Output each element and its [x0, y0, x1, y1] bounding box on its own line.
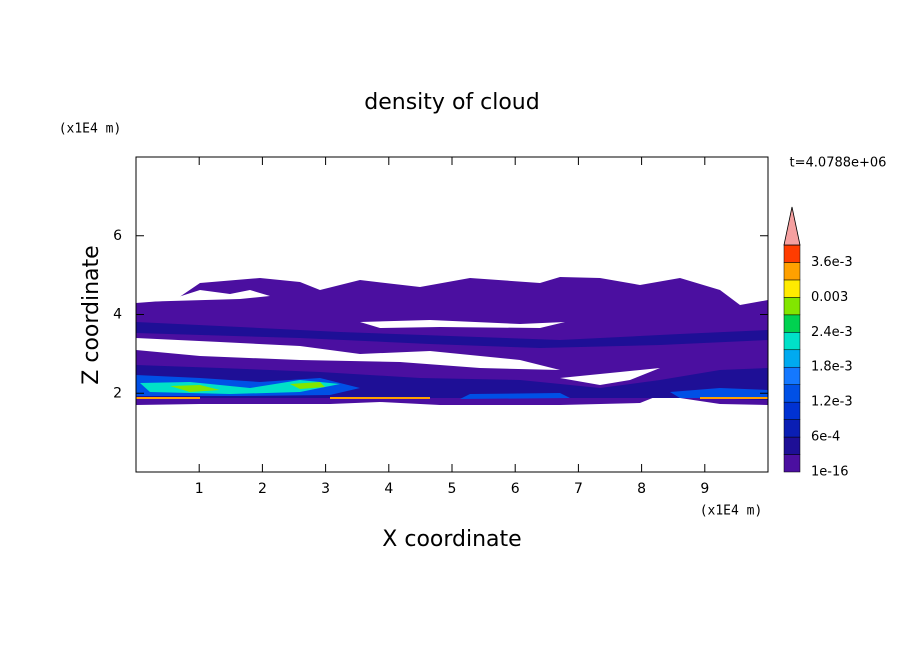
colorbar-tick-label: 1.2e-3 [811, 395, 853, 410]
colorbar-band [783, 314, 801, 333]
y-tick-label: 6 [113, 228, 122, 244]
x-tick-label: 5 [448, 481, 457, 497]
colorbar-tick-label: 3.6e-3 [811, 255, 853, 270]
colorbar-band [783, 332, 801, 351]
x-tick-label: 6 [511, 481, 520, 497]
x-axis-label: X coordinate [382, 527, 521, 552]
cloud-gap [136, 290, 270, 302]
colorbar-band [783, 297, 801, 316]
cloud-field [136, 277, 768, 405]
colorbar-band [783, 244, 801, 263]
x-unit: (x1E4 m) [700, 504, 763, 519]
time-label: t=4.0788e+06 [790, 156, 887, 171]
colorbar-tick-label: 2.4e-3 [811, 325, 853, 340]
chart-title: density of cloud [364, 90, 539, 115]
colorbar-band [783, 419, 801, 438]
x-tick-label: 3 [321, 481, 330, 497]
cloud-gap [560, 368, 660, 385]
y-axis-label: Z coordinate [79, 245, 104, 384]
colorbar-tick-label: 1e-16 [811, 465, 849, 480]
colorbar-band [783, 279, 801, 298]
colorbar-tick-label: 0.003 [811, 290, 848, 305]
colorbar-band [783, 454, 801, 473]
colorbar-band [783, 349, 801, 368]
x-tick-label: 7 [574, 481, 583, 497]
colorbar-tick-label: 1.8e-3 [811, 360, 853, 375]
x-tick-label: 4 [384, 481, 393, 497]
colorbar-tick-label: 6e-4 [811, 430, 840, 445]
cloud-gap [360, 320, 565, 328]
colorbar-band [783, 262, 801, 281]
y-unit: (x1E4 m) [59, 122, 122, 137]
colorbar-band [783, 384, 801, 403]
colorbar-band [783, 436, 801, 455]
colorbar-band [783, 401, 801, 420]
y-tick-label: 2 [113, 385, 122, 401]
cloud-core [460, 388, 768, 399]
cloud-core [170, 382, 325, 392]
cloud-gap [136, 338, 560, 370]
cloud-dense [136, 322, 768, 348]
x-tick-label: 1 [195, 481, 204, 497]
y-tick-label: 4 [113, 307, 122, 323]
colorbar-extend [783, 206, 801, 246]
x-tick-label: 9 [700, 481, 709, 497]
x-tick-label: 2 [258, 481, 267, 497]
colorbar-band [783, 366, 801, 385]
x-tick-label: 8 [637, 481, 646, 497]
